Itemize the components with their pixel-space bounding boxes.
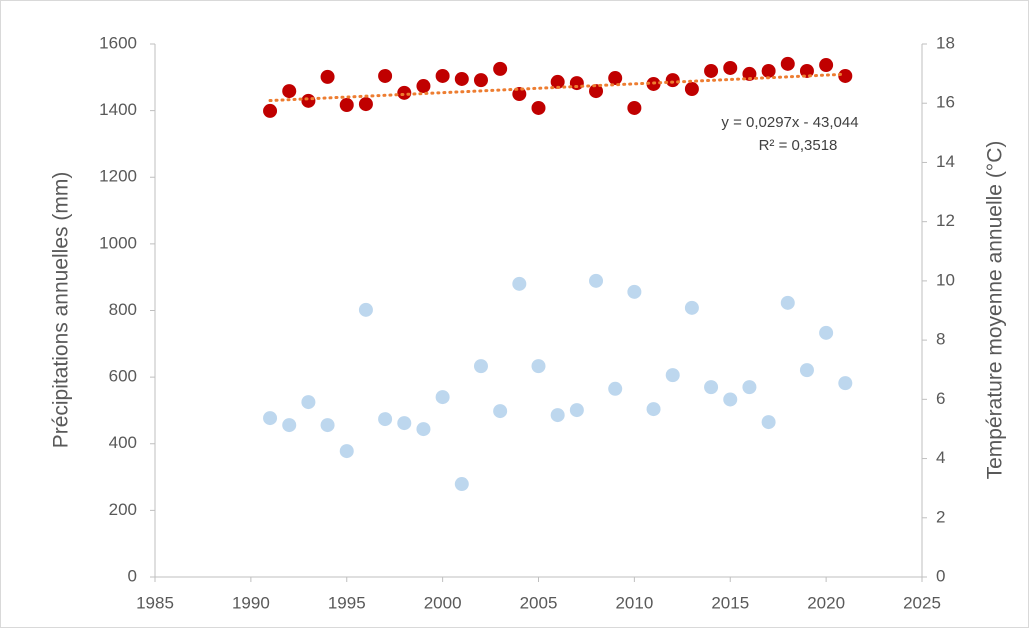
y2-tick-label: 10 — [936, 270, 955, 289]
y-tick-label: 400 — [109, 433, 137, 452]
point — [704, 380, 719, 395]
x-tick-label: 1985 — [136, 593, 174, 612]
point — [742, 380, 757, 395]
x-tick-label: 1995 — [328, 593, 366, 612]
y-tick-label: 1600 — [99, 33, 137, 52]
point — [358, 302, 373, 317]
y2-tick-label: 2 — [936, 507, 945, 526]
x-tick-label: 2020 — [807, 593, 845, 612]
point — [684, 82, 699, 97]
point — [378, 412, 393, 427]
trend-equation: y = 0,0297x - 43,044 — [721, 114, 858, 131]
y-tick-label: 1000 — [99, 233, 137, 252]
x-tick-label: 2015 — [711, 593, 749, 612]
point — [454, 477, 469, 492]
point — [646, 402, 661, 417]
point — [627, 100, 642, 115]
point — [665, 368, 680, 383]
point — [742, 66, 757, 81]
point — [761, 63, 776, 78]
y-tick-label: 600 — [109, 367, 137, 386]
point — [608, 381, 623, 396]
point — [282, 84, 297, 99]
point — [589, 273, 604, 288]
point — [589, 84, 604, 99]
point — [684, 300, 699, 315]
y2-tick-label: 14 — [936, 152, 955, 171]
x-tick-label: 2005 — [520, 593, 558, 612]
y-tick-label: 0 — [128, 566, 137, 585]
point — [435, 68, 450, 83]
point — [454, 71, 469, 86]
point — [838, 68, 853, 83]
y2-axis-label: Température moyenne annuelle (°C) — [984, 141, 1007, 480]
point — [780, 295, 795, 310]
point — [320, 418, 335, 433]
point — [358, 97, 373, 112]
y2-tick-label: 12 — [936, 211, 955, 230]
point — [531, 359, 546, 374]
point — [665, 73, 680, 88]
y-tick-label: 800 — [109, 300, 137, 319]
point — [416, 79, 431, 94]
point — [723, 60, 738, 75]
y-tick-label: 200 — [109, 500, 137, 519]
trend-r2: R² = 0,3518 — [759, 137, 838, 154]
point — [397, 85, 412, 100]
y-tick-label: 1200 — [99, 167, 137, 186]
point — [608, 71, 623, 86]
point — [301, 93, 316, 108]
point — [761, 415, 776, 430]
x-tick-label: 2010 — [615, 593, 653, 612]
point — [550, 74, 565, 89]
y2-tick-label: 6 — [936, 389, 945, 408]
point — [799, 363, 814, 378]
point — [512, 276, 527, 291]
point — [320, 69, 335, 84]
point — [263, 103, 278, 118]
point — [838, 376, 853, 391]
point — [339, 97, 354, 112]
point — [819, 325, 834, 340]
point — [378, 68, 393, 83]
x-tick-label: 2000 — [424, 593, 462, 612]
point — [569, 403, 584, 418]
point — [397, 416, 412, 431]
point — [416, 422, 431, 437]
y2-tick-label: 8 — [936, 330, 945, 349]
point — [301, 395, 316, 410]
point — [282, 418, 297, 433]
point — [704, 63, 719, 78]
point — [263, 411, 278, 426]
point — [339, 444, 354, 459]
point — [493, 61, 508, 76]
x-tick-label: 2025 — [903, 593, 941, 612]
y2-tick-label: 0 — [936, 566, 945, 585]
point — [493, 404, 508, 419]
point — [550, 408, 565, 423]
point — [473, 359, 488, 374]
y2-tick-label: 4 — [936, 448, 945, 467]
point — [780, 56, 795, 71]
y2-tick-label: 16 — [936, 93, 955, 112]
trendline — [268, 72, 847, 103]
point — [531, 100, 546, 115]
point — [627, 284, 642, 299]
x-tick-label: 1990 — [232, 593, 270, 612]
point — [473, 73, 488, 88]
y2-tick-label: 18 — [936, 33, 955, 52]
point — [819, 58, 834, 73]
y-axis-label: Précipitations annuelles (mm) — [50, 172, 73, 449]
y-tick-label: 1400 — [99, 100, 137, 119]
point — [723, 392, 738, 407]
point — [435, 390, 450, 405]
